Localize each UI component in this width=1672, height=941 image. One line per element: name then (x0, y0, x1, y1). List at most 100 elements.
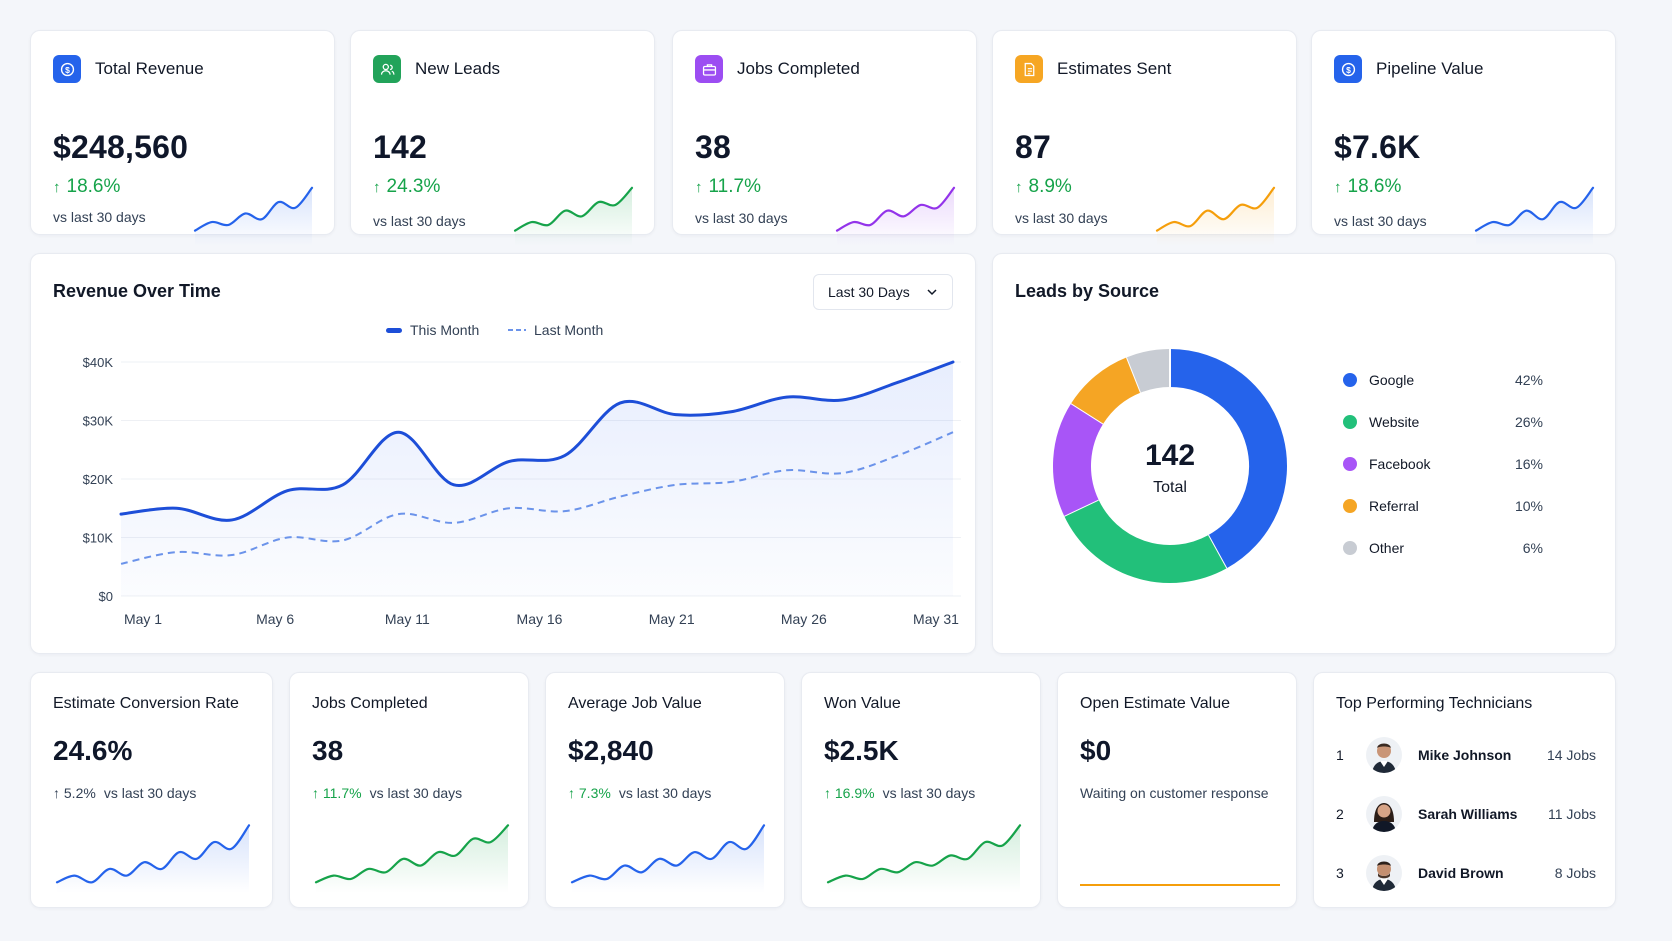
metric-card-won-value[interactable]: Won Value $2.5K ↑ 16.9% vs last 30 days (801, 672, 1041, 908)
arrow-up-icon: ↑ (1334, 178, 1342, 196)
leads-source-card: Leads by Source 142 Total Google 42% Webs… (992, 253, 1616, 654)
donut-slice-google (1169, 349, 1287, 569)
source-row-other: Other 6% (1343, 537, 1543, 559)
kpi-value: 142 (373, 129, 427, 165)
source-row-referral: Referral 10% (1343, 495, 1543, 517)
y-tick-label: $40K (83, 355, 114, 370)
sparkline-line (193, 186, 314, 232)
technician-row[interactable]: 1 Mike Johnson 14 Jobs (1336, 735, 1596, 775)
arrow-up-icon: ↑ (373, 178, 381, 196)
x-tick-label: May 21 (649, 611, 695, 627)
legend-swatch-dashed (508, 329, 526, 331)
kpi-change: ↑ 11.7% (695, 176, 761, 197)
y-tick-label: $0 (99, 589, 113, 604)
kpi-value: 87 (1015, 129, 1051, 165)
kpi-card-new-leads[interactable]: New Leads 142 ↑ 24.3% vs last 30 days (350, 30, 655, 246)
technician-row[interactable]: 2 Sarah Williams 11 Jobs (1336, 794, 1596, 834)
arrow-up-icon: ↑ (1015, 178, 1023, 196)
donut-separator (1070, 402, 1104, 425)
sparkline-area (1476, 187, 1593, 246)
revenue-line-chart: $0 $10K $20K $30K $40K May 1 May 6 May 11 May 16… (83, 355, 961, 627)
kpi-sparkline (193, 186, 314, 246)
leads-donut-chart (1053, 349, 1287, 583)
sparkline-line (513, 186, 634, 232)
donut-slice-website (1064, 499, 1227, 583)
donut-slice-referral (1071, 357, 1142, 425)
date-range-dropdown[interactable]: Last 30 Days (813, 274, 953, 310)
svg-text:$: $ (1346, 64, 1351, 74)
series-line-this-month (119, 360, 955, 522)
sparkline-line (835, 186, 956, 232)
metric-sparkline (55, 824, 251, 893)
kpi-sub: vs last 30 days (695, 210, 788, 226)
legend-last-month: Last Month (508, 322, 603, 338)
metric-change: ↑ 5.2% vs last 30 days (53, 785, 197, 801)
kpi-sparkline (1474, 186, 1595, 246)
donut-total-label: Total (1153, 479, 1187, 496)
avatar (1366, 855, 1402, 891)
legend-dot (1343, 499, 1357, 513)
dollar-icon: $ (1334, 55, 1362, 83)
technician-row[interactable]: 3 David Brown 8 Jobs (1336, 853, 1596, 893)
metric-change: ↑ 7.3% vs last 30 days (568, 785, 712, 801)
x-tick-label: May 16 (517, 611, 563, 627)
metric-card-jobs-completed[interactable]: Jobs Completed 38 ↑ 11.7% vs last 30 days (289, 672, 529, 908)
series-area-this-month (121, 362, 953, 596)
x-tick-label: May 31 (913, 611, 959, 627)
metric-card-average-job-value[interactable]: Average Job Value $2,840 ↑ 7.3% vs last 3… (545, 672, 785, 908)
sparkline-line (55, 824, 251, 884)
sparkline-area (828, 825, 1020, 893)
legend-dot (1343, 541, 1357, 555)
kpi-change: ↑ 18.6% (53, 176, 121, 197)
y-tick-label: $30K (83, 414, 114, 429)
metric-sparkline (314, 824, 510, 893)
dropdown-label: Last 30 Days (828, 284, 910, 300)
kpi-card-jobs-completed[interactable]: Jobs Completed 38 ↑ 11.7% vs last 30 days (672, 30, 977, 246)
metric-change: ↑ 16.9% vs last 30 days (824, 785, 976, 801)
top-technicians-card: Top Performing Technicians 1 Mike Johnso… (1313, 672, 1616, 908)
donut-slice-facebook (1053, 403, 1104, 516)
donut-total-value: 142 (1144, 439, 1196, 472)
kpi-card-estimates-sent[interactable]: Estimates Sent 87 ↑ 8.9% vs last 30 days (992, 30, 1297, 246)
metric-title: Estimate Conversion Rate (53, 695, 239, 712)
metric-sparkline (826, 824, 1022, 893)
kpi-value: $7.6K (1334, 129, 1421, 165)
sparkline-area (57, 825, 249, 893)
y-tick-label: $10K (83, 531, 114, 546)
x-tick-label: May 6 (256, 611, 294, 627)
y-tick-label: $20K (83, 472, 114, 487)
kpi-sparkline (513, 186, 634, 246)
kpi-change: ↑ 24.3% (373, 176, 441, 197)
metric-sparkline (570, 824, 766, 893)
legend-dot (1343, 415, 1357, 429)
sparkline-area (1157, 187, 1274, 246)
metric-sub: Waiting on customer response (1080, 785, 1269, 801)
arrow-up-icon: ↑ (53, 178, 61, 196)
users-icon (373, 55, 401, 83)
chevron-down-icon (927, 289, 937, 296)
metric-value: 24.6% (53, 735, 133, 766)
revenue-chart-title: Revenue Over Time (53, 281, 221, 301)
kpi-card-pipeline-value[interactable]: $ Pipeline Value $7.6K ↑ 18.6% vs last 30… (1311, 30, 1616, 246)
flat-trend-line (1080, 884, 1280, 886)
kpi-title: Pipeline Value (1376, 59, 1484, 78)
metric-change: ↑ 11.7% vs last 30 days (312, 785, 463, 801)
metric-card-conversion-rate[interactable]: Estimate Conversion Rate 24.6% ↑ 5.2% vs … (30, 672, 273, 908)
kpi-card-total-revenue[interactable]: $ Total Revenue $248,560 ↑ 18.6% vs last … (30, 30, 335, 246)
metric-card-open-estimate-value[interactable]: Open Estimate Value $0 Waiting on custom… (1057, 672, 1297, 908)
document-icon (1015, 55, 1043, 83)
metric-title: Open Estimate Value (1080, 695, 1231, 712)
sparkline-line (1474, 186, 1595, 232)
donut-slice-other (1126, 349, 1171, 393)
kpi-sparkline (1155, 186, 1276, 246)
technicians-title: Top Performing Technicians (1336, 695, 1533, 712)
legend-swatch (386, 327, 402, 333)
metric-title: Jobs Completed (312, 695, 428, 712)
kpi-value: $248,560 (53, 129, 189, 165)
kpi-change: ↑ 18.6% (1334, 176, 1402, 197)
metric-value: $2.5K (824, 735, 899, 766)
sparkline-line (826, 824, 1022, 884)
kpi-value: 38 (695, 129, 731, 165)
metric-value: 38 (312, 735, 344, 766)
leads-source-title: Leads by Source (1015, 281, 1160, 301)
